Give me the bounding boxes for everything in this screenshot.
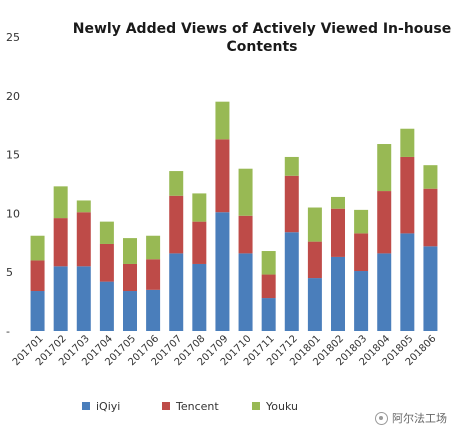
bar-iqiyi-201711 [261,298,276,331]
bar-iqiyi-201703 [76,266,91,331]
legend-swatch-tencent [162,402,170,410]
bar-iqiyi-201712 [284,232,299,331]
bar-tencent-201704 [99,243,114,282]
y-tick-label: 25 [6,31,20,44]
bar-youku-201712 [284,156,299,176]
bar-youku-201709 [215,101,230,140]
bar-iqiyi-201702 [53,266,68,331]
bar-youku-201710 [238,168,253,216]
watermark: 阿尔法工场 [375,410,447,426]
bar-youku-201703 [76,200,91,213]
bar-tencent-201803 [354,233,369,272]
bar-iqiyi-201706 [146,289,161,331]
bar-tencent-201707 [169,195,184,254]
bar-youku-201802 [331,196,345,209]
legend-label-youku: Youku [265,400,298,413]
bar-iqiyi-201806 [423,246,438,331]
bar-tencent-201802 [331,208,345,257]
legend: iQiyi Tencent Youku [82,400,298,413]
bar-iqiyi-201708 [192,263,207,331]
bar-tencent-201701 [30,260,45,292]
bar-iqiyi-201704 [99,281,114,331]
bar-tencent-201706 [146,259,161,290]
bar-tencent-201703 [76,212,91,267]
bar-tencent-201712 [284,175,299,233]
bar-youku-201806 [423,165,438,189]
bar-tencent-201708 [192,221,207,264]
y-tick-label: 20 [6,90,20,103]
bar-iqiyi-201804 [377,253,392,331]
bar-iqiyi-201710 [238,253,253,331]
bar-iqiyi-201801 [307,278,322,331]
y-tick-label: 5 [6,266,13,279]
chart-title-line-1: Newly Added Views of Actively Viewed In-… [73,21,451,37]
bar-youku-201803 [354,209,369,234]
bar-iqiyi-201707 [169,253,184,331]
bar-youku-201804 [377,144,392,192]
bar-youku-201704 [99,221,114,244]
bar-tencent-201805 [400,156,415,234]
bar-tencent-201806 [423,188,438,247]
legend-label-iqiyi: iQiyi [96,400,120,413]
bar-tencent-201804 [377,191,392,254]
bar-iqiyi-201705 [123,291,137,331]
bar-youku-201711 [261,251,276,275]
bar-iqiyi-201701 [30,291,45,331]
chart-title-line-2: Contents [226,39,297,55]
bar-youku-201707 [169,171,184,196]
bar-tencent-201710 [238,215,253,254]
x-axis: 2017012017022017032017042017052017062017… [11,333,439,368]
legend-swatch-youku [252,402,260,410]
bar-tencent-201702 [53,218,68,267]
y-tick-label: 15 [6,149,20,162]
bar-youku-201706 [146,235,161,260]
bar-youku-201805 [400,128,415,157]
bar-iqiyi-201805 [400,233,415,331]
watermark-text: 阿尔法工场 [392,412,447,425]
y-axis: - 5 10 15 20 25 [6,31,20,338]
bar-youku-201701 [30,235,45,261]
legend-label-tencent: Tencent [175,400,219,413]
bar-iqiyi-201709 [215,212,230,331]
bar-youku-201708 [192,193,207,222]
bar-youku-201705 [123,238,137,264]
bar-youku-201702 [53,186,68,219]
bar-tencent-201709 [215,139,230,213]
chart-title: Newly Added Views of Actively Viewed In-… [73,21,451,55]
bar-youku-201801 [307,207,322,242]
bar-tencent-201711 [261,274,276,299]
bar-tencent-201801 [307,241,322,279]
legend-swatch-iqiyi [82,402,90,410]
bar-tencent-201705 [123,263,137,292]
y-tick-label: - [6,325,10,338]
bars-group [30,101,438,331]
y-tick-label: 10 [6,207,20,220]
bar-iqiyi-201803 [354,271,369,331]
bar-iqiyi-201802 [331,256,345,331]
watermark-icon [375,411,388,425]
